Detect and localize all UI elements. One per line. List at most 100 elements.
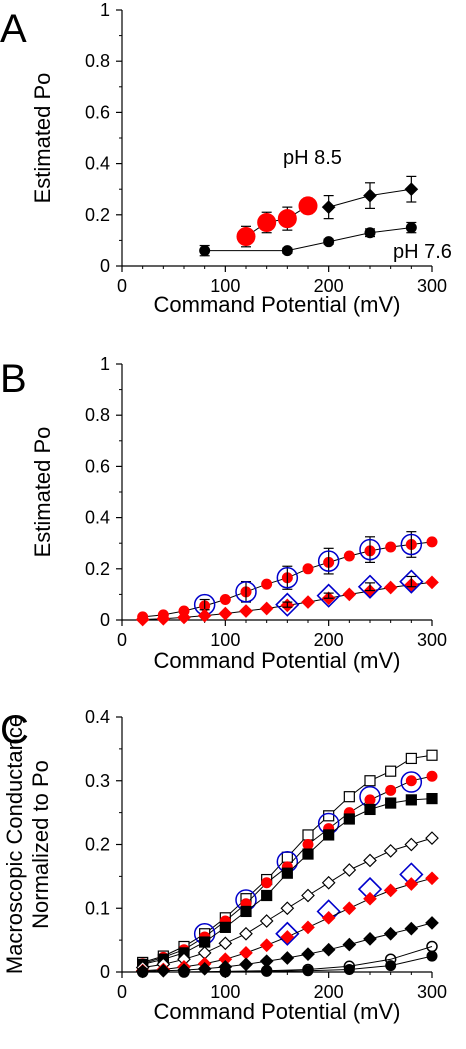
- data-point: [199, 936, 211, 948]
- data-point: [400, 533, 423, 556]
- data-point: [156, 611, 171, 626]
- data-point: [301, 595, 315, 609]
- data-point: [364, 803, 376, 816]
- data-point: [400, 771, 423, 793]
- data-point: [239, 604, 253, 618]
- panel-label: A: [0, 7, 27, 51]
- data-point: [235, 581, 257, 603]
- series-2: [199, 221, 417, 257]
- x-tick-label: 300: [417, 276, 447, 296]
- data-point: [383, 926, 398, 941]
- data-point: [301, 947, 315, 961]
- data-point: [321, 910, 336, 925]
- data-point: [343, 550, 355, 562]
- panel-a: A 0 0.2 0.4 0.6 0.8 1 0 100 200 300 Command Potenti…: [0, 0, 452, 317]
- data-point: [385, 784, 397, 796]
- data-point: [259, 914, 274, 928]
- data-point: [343, 813, 355, 825]
- data-point: [277, 209, 297, 229]
- data-point: [425, 871, 439, 886]
- data-point: [259, 601, 274, 616]
- data-point: [236, 227, 256, 247]
- data-point: [177, 610, 191, 625]
- data-point: [385, 765, 397, 777]
- data-point: [302, 965, 314, 977]
- x-axis-label: Command Potential (mV): [154, 648, 401, 673]
- data-point: [404, 837, 419, 852]
- series-line: [245, 205, 309, 238]
- y-tick-label: 0: [100, 610, 110, 630]
- annotation-label: pH 7.6: [393, 241, 452, 263]
- data-point: [219, 966, 231, 978]
- data-point: [281, 851, 293, 863]
- y-tick-label: 0.1: [85, 898, 110, 918]
- data-point: [301, 888, 315, 903]
- annotation-label: pH 8.5: [283, 147, 342, 169]
- data-point: [321, 200, 336, 214]
- series-line: [204, 227, 412, 252]
- data-point: [135, 612, 150, 627]
- data-point: [218, 606, 233, 621]
- y-axis-label: Estimated Po: [30, 73, 55, 204]
- data-point: [137, 966, 149, 978]
- y-tick-label: 0.6: [85, 102, 110, 122]
- x-tick-label: 100: [210, 982, 240, 1002]
- data-point: [425, 916, 439, 930]
- x-tick-label: 0: [117, 982, 127, 1002]
- series-3: [275, 569, 424, 617]
- x-tick-label: 200: [314, 276, 344, 296]
- y-tick-label: 0: [100, 256, 110, 276]
- x-tick-label: 200: [314, 982, 344, 1002]
- y-tick-label: 0.4: [85, 707, 110, 727]
- data-point: [281, 867, 293, 879]
- data-point: [343, 791, 355, 803]
- data-point: [342, 937, 357, 952]
- series-4: [135, 831, 439, 975]
- y-tick-label: 0.3: [85, 771, 110, 791]
- x-axis-label: Command Potential (mV): [154, 999, 401, 1024]
- data-point: [275, 592, 300, 617]
- data-point: [404, 182, 419, 197]
- data-point: [404, 921, 419, 936]
- data-point: [342, 901, 357, 916]
- data-point: [302, 829, 314, 841]
- data-point: [426, 536, 438, 548]
- data-point: [383, 883, 398, 898]
- data-point: [197, 608, 212, 623]
- data-point: [342, 863, 357, 877]
- data-point: [426, 770, 438, 782]
- data-point: [302, 563, 314, 575]
- data-point: [316, 583, 341, 608]
- data-point: [404, 877, 419, 891]
- data-point: [426, 792, 438, 805]
- x-tick-label: 200: [314, 630, 344, 650]
- data-point: [261, 965, 273, 977]
- data-point: [363, 853, 377, 868]
- data-point: [239, 957, 253, 972]
- data-point: [405, 794, 417, 806]
- data-point: [363, 891, 377, 906]
- data-point: [156, 963, 171, 978]
- data-point: [275, 921, 300, 946]
- series-9: [137, 950, 438, 978]
- data-point: [405, 222, 417, 234]
- data-point: [261, 889, 273, 902]
- data-point: [342, 587, 357, 602]
- panel-b: B 0 0.2 0.4 0.6 0.8 1 0 100 200 300 Command Potenti…: [0, 354, 447, 673]
- data-point: [385, 960, 397, 972]
- data-point: [323, 829, 335, 841]
- data-point: [298, 196, 318, 216]
- y-axis-label-line: Macroscopic Conductance: [2, 715, 27, 974]
- panel-label: B: [0, 357, 27, 401]
- y-tick-label: 0: [100, 962, 110, 982]
- data-point: [399, 569, 424, 594]
- data-point: [257, 212, 277, 232]
- data-point: [363, 188, 377, 203]
- y-tick-label: 0.2: [85, 835, 110, 855]
- series-1: [236, 196, 318, 248]
- y-axis-label: Macroscopic ConductanceNormalized to Po: [2, 715, 53, 974]
- y-axis-label: Estimated Po: [30, 427, 55, 558]
- series-0: [321, 175, 419, 220]
- data-point: [239, 926, 253, 941]
